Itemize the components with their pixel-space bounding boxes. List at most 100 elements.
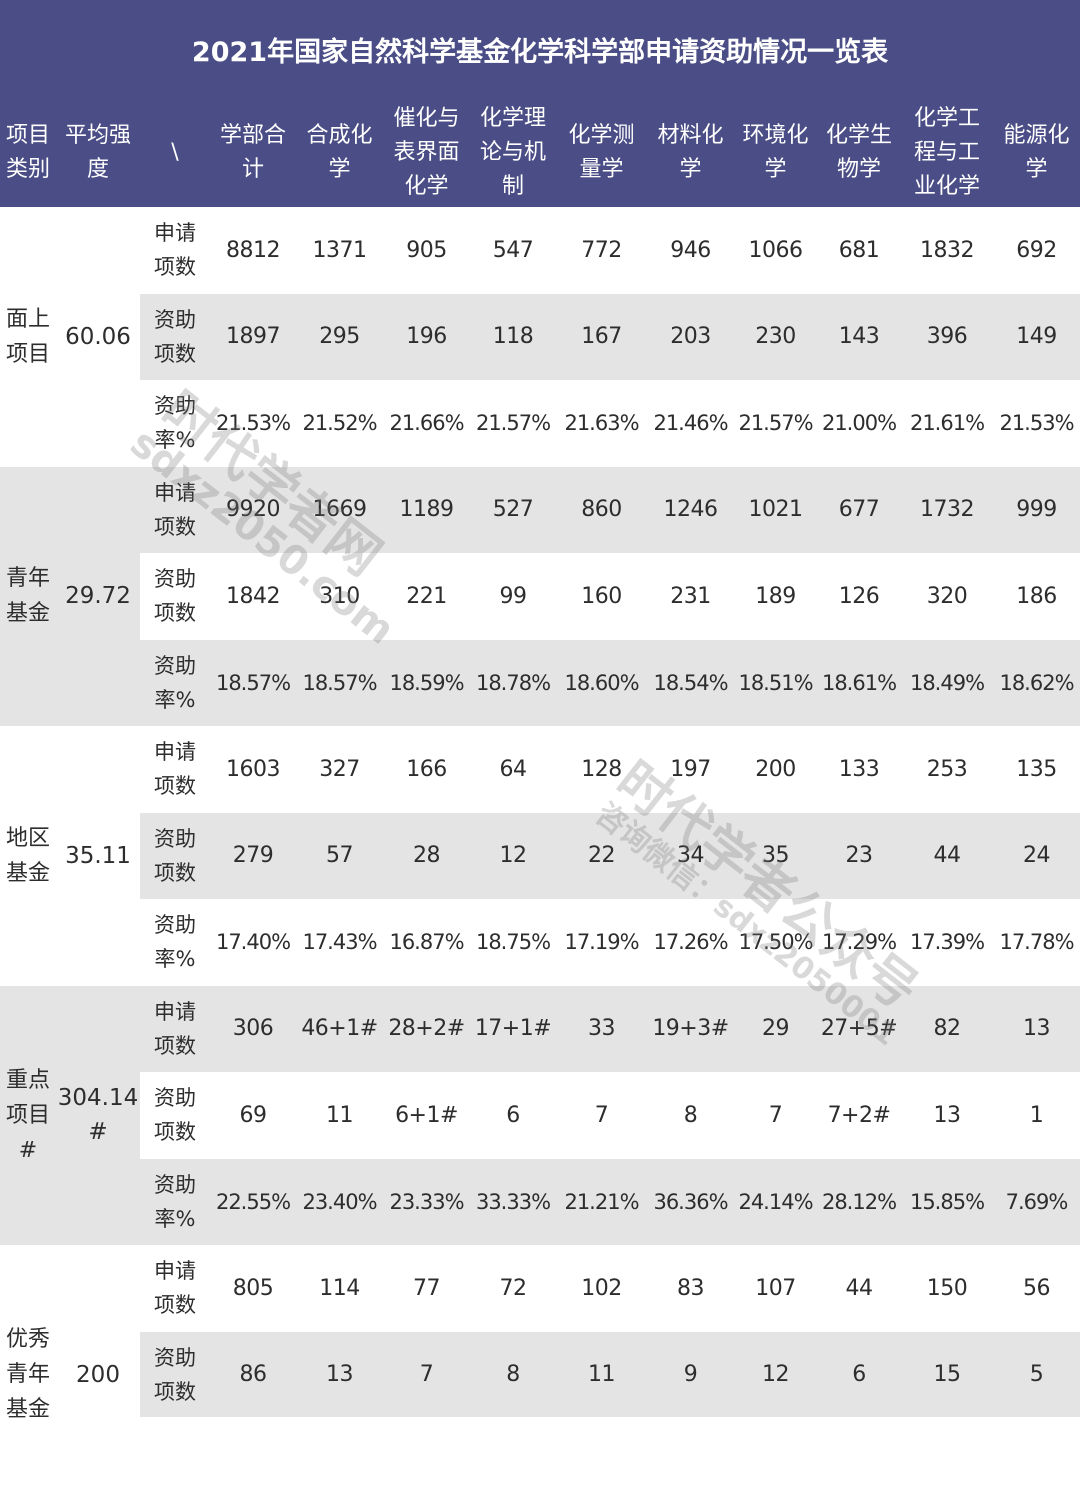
- metric-label: 资助 项数: [154, 307, 196, 366]
- category-cell: 青年 基金 29.72: [0, 466, 140, 726]
- table-cell: 150: [926, 1275, 968, 1301]
- table-cell: 8812: [226, 237, 281, 263]
- table-cell: 21.63%: [564, 411, 639, 436]
- table-cell: 946: [670, 237, 711, 263]
- table-cell: 18.57%: [302, 670, 377, 695]
- table-cell: 197: [670, 756, 711, 782]
- metric-label: 申请 项数: [154, 740, 196, 799]
- table-cell: 7: [594, 1102, 609, 1128]
- table-cell: 18.61%: [821, 670, 897, 695]
- category-label: 优秀 青年 基金: [5, 1327, 50, 1423]
- avg-intensity-value: 60.06: [65, 323, 131, 350]
- table-cell: 9: [683, 1362, 698, 1388]
- table-cell: 35: [762, 843, 790, 869]
- category-cell: 面上 项目 60.06: [0, 207, 140, 467]
- table-cell: 27+5#: [820, 1016, 898, 1042]
- table-cell: 21.61%: [909, 411, 985, 436]
- table-cell: 56: [1023, 1275, 1051, 1301]
- avg-intensity-value: 29.72: [65, 583, 131, 610]
- table-cell: 527: [492, 497, 534, 523]
- table-cell: 1: [1029, 1102, 1044, 1128]
- table-cell: 203: [670, 324, 711, 350]
- table-cell: 23: [845, 843, 874, 869]
- table-cell: 17.78%: [999, 930, 1074, 955]
- table-cell: 5: [1029, 1362, 1044, 1388]
- table-cell: 29: [762, 1016, 790, 1042]
- table-cell: 107: [755, 1275, 796, 1301]
- table-cell: 44: [933, 843, 962, 869]
- table-cell: 13: [1023, 1016, 1051, 1042]
- table-cell: 1246: [663, 497, 719, 523]
- table-cell: 8: [506, 1362, 520, 1388]
- table-cell: 133: [838, 756, 880, 782]
- table-cell: 189: [755, 583, 796, 609]
- category-label: 地区 基金: [5, 825, 50, 886]
- table-cell: 17.40%: [215, 930, 291, 955]
- table-cell: 21.21%: [564, 1189, 639, 1214]
- table-cell: 396: [926, 324, 968, 350]
- header-dept-materials: 材料化 学: [657, 122, 724, 182]
- table-cell: 135: [1016, 756, 1057, 782]
- table-body: 面上 项目 60.06 申请 项数 8812 1371 905 547 772 946 1066 6…: [0, 207, 1080, 1422]
- table-cell: 21.57%: [475, 411, 551, 436]
- table-cell: 320: [926, 583, 968, 609]
- table-row: 申请 项数 9920 1669 1189 527 860 1246 1021 677 1732 99…: [140, 466, 1080, 553]
- table-row: 资助 项数 279 57 28 12 22 34 35 23 44 24: [140, 812, 1080, 899]
- table-cell: 128: [581, 756, 622, 782]
- table-cell: 160: [581, 583, 622, 609]
- table-cell: 12: [499, 843, 528, 869]
- metric-label: 资助 项数: [154, 826, 196, 885]
- table-cell: 11: [326, 1102, 354, 1128]
- table-cell: 327: [319, 756, 360, 782]
- table-row: 资助 率% 18.57% 18.57% 18.59% 18.78% 18.60% 18.54…: [140, 639, 1080, 726]
- table-title: 2021年国家自然科学基金化学科学部申请资助情况一览表: [0, 0, 1080, 98]
- table-cell: 24: [1023, 843, 1051, 869]
- category-label: 重点 项目 #: [5, 1067, 50, 1163]
- metric-label: 申请 项数: [154, 1259, 196, 1318]
- table-cell: 221: [406, 583, 447, 609]
- header-dept-energy: 能源化 学: [1003, 122, 1070, 182]
- header-dept-environment: 环境化 学: [742, 122, 809, 182]
- table-cell: 16.87%: [389, 930, 464, 955]
- avg-intensity-value: 200: [76, 1361, 120, 1388]
- table-row: 资助 项数 86 13 7 8 11 9 12 6 15 5: [140, 1331, 1080, 1417]
- table-cell: 28: [413, 843, 441, 869]
- table-cell: 306: [232, 1016, 274, 1042]
- table-cell: 1669: [312, 497, 368, 523]
- table-cell: 1897: [226, 324, 281, 350]
- table-cell: 677: [838, 497, 880, 523]
- metric-label: 资助 项数: [154, 567, 196, 626]
- table-cell: 69: [239, 1102, 268, 1128]
- table-cell: 64: [499, 756, 528, 782]
- table-cell: 21.52%: [302, 411, 377, 436]
- table-cell: 1603: [226, 756, 281, 782]
- table-cell: 22.55%: [215, 1189, 291, 1214]
- table-cell: 9920: [226, 497, 281, 523]
- table-cell: 33: [588, 1016, 616, 1042]
- table-cell: 279: [232, 843, 274, 869]
- table-row: 资助 项数 69 11 6+1# 6 7 8 7 7+2# 13 1: [140, 1072, 1080, 1159]
- table-cell: 18.62%: [999, 670, 1074, 695]
- table-cell: 149: [1016, 324, 1057, 350]
- table-row: 申请 项数 805 114 77 72 102 83 107 44 150 56: [140, 1245, 1080, 1332]
- table-cell: 1371: [312, 237, 368, 263]
- metric-label: 资助 率%: [154, 394, 196, 453]
- table-cell: 167: [581, 324, 622, 350]
- table-cell: 28.12%: [821, 1189, 897, 1214]
- category-cell: 优秀 青年 基金 200: [0, 1245, 140, 1422]
- table-cell: 18.75%: [475, 930, 551, 955]
- metric-label: 申请 项数: [154, 221, 196, 280]
- table-cell: 33.33%: [475, 1189, 551, 1214]
- header-dept-total: 学部合 计: [219, 122, 286, 182]
- table-row: 资助 率% 17.40% 17.43% 16.87% 18.75% 17.19% 17.26…: [140, 899, 1080, 986]
- header-avg-intensity: 平均强 度: [64, 122, 131, 182]
- table-cell: 18.59%: [389, 670, 464, 695]
- metric-label: 申请 项数: [154, 480, 196, 539]
- metric-label: 申请 项数: [154, 999, 196, 1058]
- table-cell: 15.85%: [909, 1189, 985, 1214]
- table-cell: 77: [413, 1275, 441, 1301]
- table-cell: 860: [581, 497, 622, 523]
- table-cell: 86: [239, 1362, 268, 1388]
- table-cell: 13: [326, 1362, 354, 1388]
- table-cell: 1021: [748, 497, 804, 523]
